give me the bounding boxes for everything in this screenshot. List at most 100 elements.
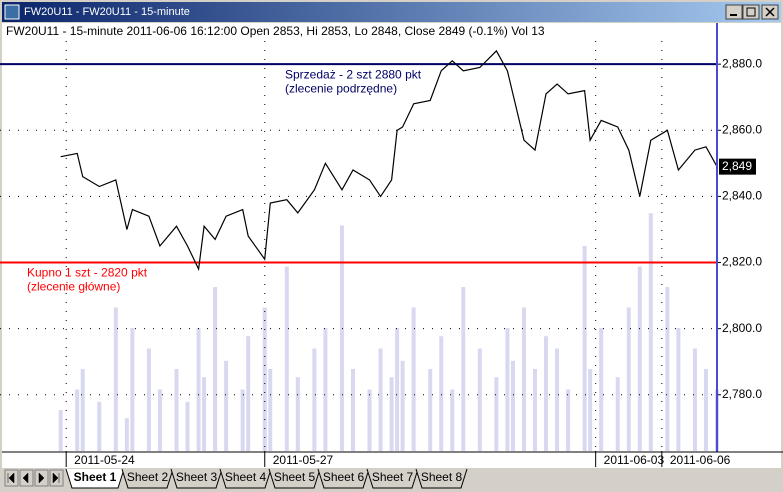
volume-bar [323, 328, 328, 451]
volume-bar [312, 348, 317, 451]
volume-bar [268, 369, 273, 451]
sheet-tab[interactable]: Sheet 2 [121, 468, 174, 489]
volume-bar [58, 410, 63, 451]
y-tick-label: 2,820.0 [722, 255, 762, 269]
sheet-tab[interactable]: Sheet 8 [415, 468, 468, 489]
volume-bar [389, 377, 394, 451]
volume-bar [97, 401, 102, 451]
volume-bar [146, 348, 151, 451]
sheet-tab[interactable]: Sheet 1 [65, 468, 125, 489]
maximize-button[interactable] [742, 4, 760, 20]
volume-bar [75, 389, 80, 451]
minimize-button[interactable] [725, 4, 743, 20]
tab-shape [65, 468, 125, 489]
tab-shape [121, 468, 174, 489]
volume-bar [439, 336, 444, 451]
x-tick-label: 2011-06-03 [604, 453, 665, 467]
volume-bar [157, 389, 162, 451]
volume-bar [246, 336, 251, 451]
y-tick-label: 2,840.0 [722, 189, 762, 203]
tab-shape [219, 468, 272, 489]
volume-bar [599, 328, 604, 451]
y-tick-label: 2,860.0 [722, 122, 762, 136]
volume-bar [555, 348, 560, 451]
volume-bar [588, 369, 593, 451]
volume-bar [582, 246, 587, 451]
volume-bar [196, 328, 201, 451]
volume-bar [339, 225, 344, 451]
volume-bar [615, 377, 620, 451]
tab-nav-glyph [22, 472, 29, 484]
tab-label: Sheet 3 [176, 470, 218, 484]
volume-bar [295, 377, 300, 451]
volume-bar [637, 266, 642, 451]
tab-label: Sheet 1 [74, 470, 117, 484]
x-tick-label: 2011-05-24 [74, 453, 135, 467]
tab-shape [415, 468, 468, 489]
sheet-tabs: Sheet 1 Sheet 2 Sheet 3 Sheet 4 Sheet 5 Sheet… [4, 468, 468, 489]
volume-bar [174, 369, 179, 451]
y-tick-label: 2,800.0 [722, 321, 762, 335]
volume-bar [411, 307, 416, 451]
volume-bar [566, 389, 571, 451]
volume-bar [80, 369, 85, 451]
y-tick-label: 2,780.0 [722, 387, 762, 401]
x-tick-label: 2011-05-27 [273, 453, 334, 467]
volume-bar [494, 377, 499, 451]
volume-bar [505, 328, 510, 451]
chart-header: FW20U11 - 15-minute 2011-06-06 16:12:00 … [6, 24, 545, 38]
last-price-box [719, 158, 756, 175]
last-price-label: 2,849 [722, 159, 752, 173]
volume-bar [262, 307, 267, 451]
volume-bar [113, 307, 118, 451]
tab-shape [317, 468, 370, 489]
volume-bar [521, 307, 526, 451]
volume-bar [213, 287, 218, 451]
window-buttons[interactable] [725, 4, 779, 20]
tab-nav-glyph [38, 472, 45, 484]
volume-bar [665, 287, 670, 451]
tab-label: Sheet 4 [225, 470, 267, 484]
volume-bar [676, 328, 681, 451]
sheet-tab[interactable]: Sheet 4 [219, 468, 272, 489]
plot: 2,780.0 2,800.0 2,820.0 2,840.0 2,860.0 2,880… [0, 41, 762, 467]
x-tick-label: 2011-06-06 [670, 453, 731, 467]
close-glyph [765, 7, 775, 17]
sheet-tab[interactable]: Sheet 5 [268, 468, 321, 489]
volume-bar [450, 389, 455, 451]
volume-bar [367, 389, 372, 451]
title-bar [2, 2, 781, 22]
sheet-tab[interactable]: Sheet 7 [366, 468, 419, 489]
tab-shape [170, 468, 223, 489]
volume-bar [185, 401, 190, 451]
window-title: FW20U11 - FW20U11 - 15-minute [24, 6, 190, 18]
volume-bar [350, 369, 355, 451]
maximize-glyph [746, 7, 756, 17]
tab-label: Sheet 7 [372, 470, 414, 484]
volume-bar [703, 369, 708, 451]
volume-bar [428, 369, 433, 451]
order-annotation: (zlecenie główne) [27, 280, 120, 294]
tab-nav-glyph [52, 472, 60, 484]
volume-bar [202, 377, 207, 451]
volume-bar [461, 287, 466, 451]
order-annotation: Kupno 1 szt - 2820 pkt [27, 266, 148, 280]
price-line [60, 49, 718, 272]
volume-bar [124, 418, 129, 451]
volume-bar [130, 328, 135, 451]
sheet-tab[interactable]: Sheet 6 [317, 468, 370, 489]
sheet-tab[interactable]: Sheet 3 [170, 468, 223, 489]
tab-label: Sheet 6 [323, 470, 365, 484]
volume-bar [395, 328, 400, 451]
volume-bar [400, 360, 405, 451]
app-icon [4, 4, 20, 20]
volume-bar [477, 348, 482, 451]
tab-label: Sheet 5 [274, 470, 316, 484]
volume-bar [510, 360, 515, 451]
order-annotation: (zlecenie podrzędne) [285, 81, 397, 95]
volume-bar [284, 266, 289, 451]
tab-shape [366, 468, 419, 489]
volume-bar [626, 307, 631, 451]
order-annotation: Sprzedaż - 2 szt 2880 pkt [285, 67, 422, 81]
